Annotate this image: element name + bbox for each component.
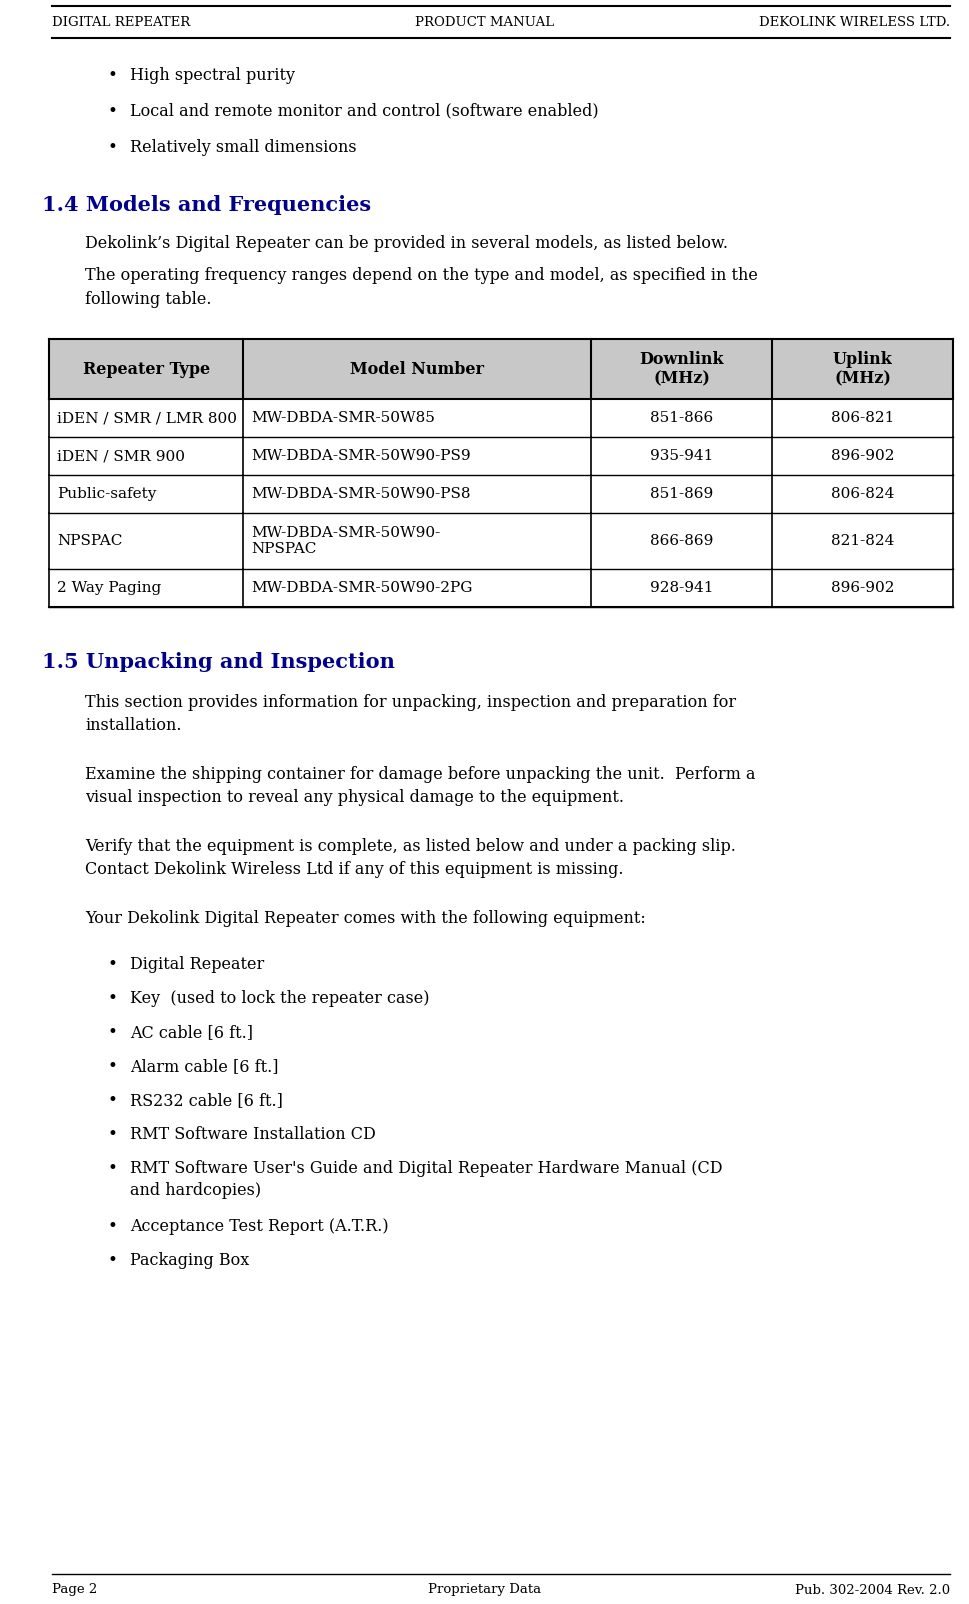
- Text: MW-DBDA-SMR-50W90-2PG: MW-DBDA-SMR-50W90-2PG: [251, 581, 472, 595]
- Text: iDEN / SMR / LMR 800: iDEN / SMR / LMR 800: [57, 411, 236, 425]
- Text: 896-902: 896-902: [830, 449, 893, 464]
- Text: •: •: [108, 66, 118, 83]
- Text: •: •: [108, 103, 118, 120]
- Text: 851-869: 851-869: [649, 488, 712, 500]
- Text: Public-safety: Public-safety: [57, 488, 156, 500]
- Text: iDEN / SMR 900: iDEN / SMR 900: [57, 449, 185, 464]
- Text: Packaging Box: Packaging Box: [130, 1253, 249, 1269]
- Text: 935-941: 935-941: [649, 449, 713, 464]
- Text: Digital Repeater: Digital Repeater: [130, 956, 264, 974]
- Text: Alarm cable [6 ft.]: Alarm cable [6 ft.]: [130, 1059, 278, 1075]
- Text: Pub. 302-2004 Rev. 2.0: Pub. 302-2004 Rev. 2.0: [794, 1583, 949, 1596]
- Text: AC cable [6 ft.]: AC cable [6 ft.]: [130, 1023, 253, 1041]
- Text: NPSPAC: NPSPAC: [57, 534, 122, 549]
- Text: Relatively small dimensions: Relatively small dimensions: [130, 138, 357, 156]
- Text: •: •: [108, 1217, 118, 1235]
- Text: •: •: [108, 138, 118, 156]
- Text: 806-824: 806-824: [830, 488, 893, 500]
- Text: 806-821: 806-821: [830, 411, 893, 425]
- Text: MW-DBDA-SMR-50W90-PS8: MW-DBDA-SMR-50W90-PS8: [251, 488, 470, 500]
- Text: •: •: [108, 1160, 118, 1177]
- Text: RMT Software Installation CD: RMT Software Installation CD: [130, 1126, 375, 1144]
- Text: Dekolink’s Digital Repeater can be provided in several models, as listed below.: Dekolink’s Digital Repeater can be provi…: [85, 236, 728, 252]
- Text: Model Number: Model Number: [350, 361, 484, 377]
- Text: Verify that the equipment is complete, as listed below and under a packing slip.: Verify that the equipment is complete, a…: [85, 837, 735, 877]
- Text: Proprietary Data: Proprietary Data: [428, 1583, 541, 1596]
- Text: The operating frequency ranges depend on the type and model, as specified in the: The operating frequency ranges depend on…: [85, 266, 757, 308]
- Text: RMT Software User's Guide and Digital Repeater Hardware Manual (CD
and hardcopie: RMT Software User's Guide and Digital Re…: [130, 1160, 722, 1200]
- Text: MW-DBDA-SMR-50W90-PS9: MW-DBDA-SMR-50W90-PS9: [251, 449, 471, 464]
- Text: Repeater Type: Repeater Type: [82, 361, 209, 377]
- Text: 928-941: 928-941: [649, 581, 713, 595]
- Text: •: •: [108, 1023, 118, 1041]
- Text: 851-866: 851-866: [649, 411, 712, 425]
- Text: •: •: [108, 1253, 118, 1269]
- Text: •: •: [108, 990, 118, 1007]
- Text: 896-902: 896-902: [830, 581, 893, 595]
- Text: Examine the shipping container for damage before unpacking the unit.  Perform a
: Examine the shipping container for damag…: [85, 767, 755, 805]
- Text: This section provides information for unpacking, inspection and preparation for
: This section provides information for un…: [85, 695, 735, 735]
- Text: Downlink
(MHz): Downlink (MHz): [639, 351, 723, 387]
- Text: •: •: [108, 1126, 118, 1144]
- Text: High spectral purity: High spectral purity: [130, 66, 295, 83]
- Text: Page 2: Page 2: [52, 1583, 97, 1596]
- Text: 1.5 Unpacking and Inspection: 1.5 Unpacking and Inspection: [42, 651, 394, 672]
- Text: •: •: [108, 1092, 118, 1108]
- Text: Acceptance Test Report (A.T.R.): Acceptance Test Report (A.T.R.): [130, 1217, 389, 1235]
- Text: •: •: [108, 1059, 118, 1075]
- Text: Local and remote monitor and control (software enabled): Local and remote monitor and control (so…: [130, 103, 598, 120]
- Text: 1.4 Models and Frequencies: 1.4 Models and Frequencies: [42, 196, 371, 215]
- Text: DIGITAL REPEATER: DIGITAL REPEATER: [52, 16, 190, 29]
- Text: 866-869: 866-869: [649, 534, 713, 549]
- Text: Your Dekolink Digital Repeater comes with the following equipment:: Your Dekolink Digital Repeater comes wit…: [85, 909, 645, 927]
- Text: MW-DBDA-SMR-50W90-
NPSPAC: MW-DBDA-SMR-50W90- NPSPAC: [251, 526, 440, 557]
- Text: RS232 cable [6 ft.]: RS232 cable [6 ft.]: [130, 1092, 283, 1108]
- Bar: [49, 338, 952, 399]
- Text: Key  (used to lock the repeater case): Key (used to lock the repeater case): [130, 990, 429, 1007]
- Text: •: •: [108, 956, 118, 974]
- Text: 821-824: 821-824: [830, 534, 893, 549]
- Text: PRODUCT MANUAL: PRODUCT MANUAL: [415, 16, 554, 29]
- Text: Uplink
(MHz): Uplink (MHz): [831, 351, 891, 387]
- Text: MW-DBDA-SMR-50W85: MW-DBDA-SMR-50W85: [251, 411, 435, 425]
- Text: DEKOLINK WIRELESS LTD.: DEKOLINK WIRELESS LTD.: [758, 16, 949, 29]
- Text: 2 Way Paging: 2 Way Paging: [57, 581, 161, 595]
